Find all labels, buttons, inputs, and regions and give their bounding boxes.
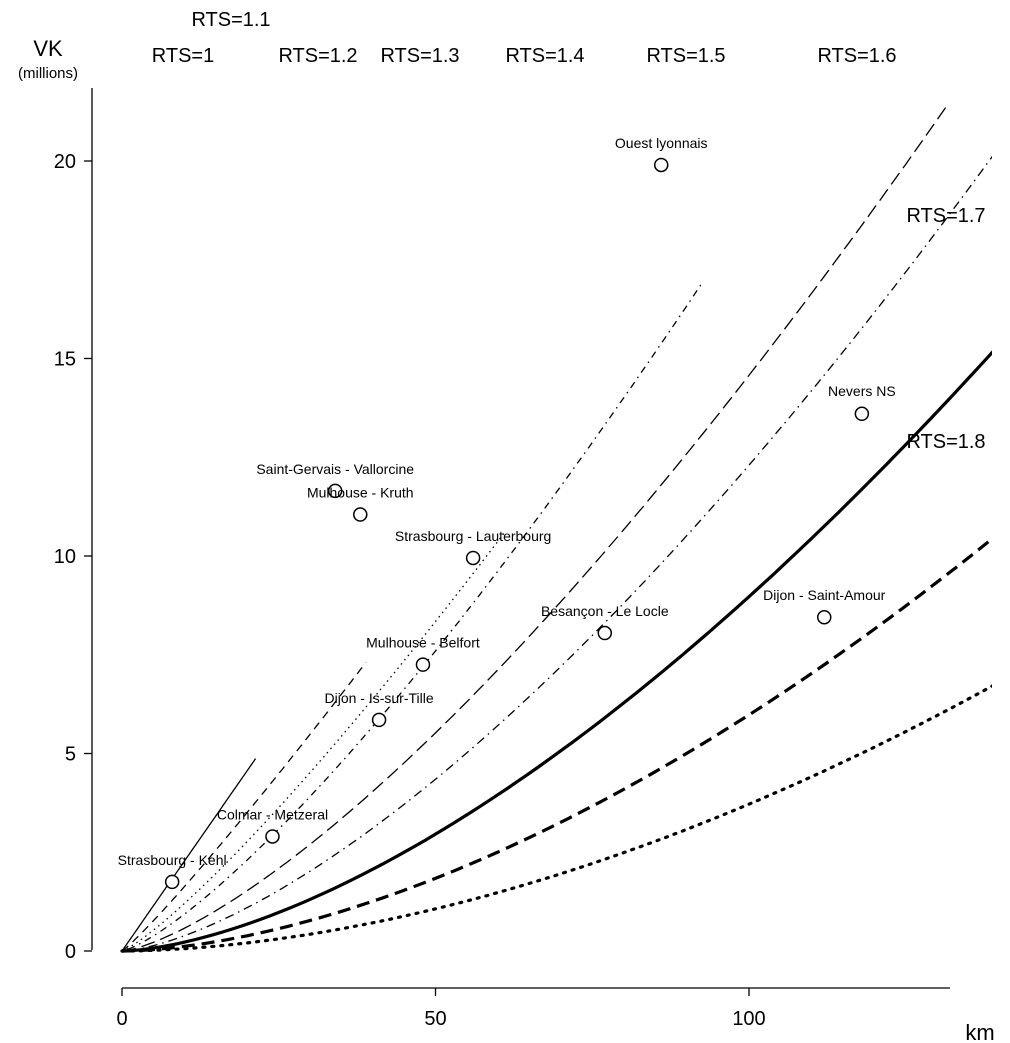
data-point-label: Strasbourg - Kehl bbox=[118, 852, 227, 868]
data-point-label: Ouest lyonnais bbox=[615, 135, 708, 151]
data-point bbox=[597, 625, 613, 641]
data-point bbox=[415, 657, 431, 672]
y-tick-label: 20 bbox=[54, 151, 76, 173]
data-point-label: Dijon - Saint-Amour bbox=[763, 587, 885, 603]
curve-rts-1 bbox=[121, 758, 257, 952]
data-point-label: Strasbourg - Lauterbourg bbox=[395, 528, 551, 544]
curve-rts-1-7 bbox=[121, 536, 992, 953]
points: Ouest lyonnaisBesançon SValence/Grenoble… bbox=[118, 135, 896, 890]
x-tick-label: 0 bbox=[116, 1008, 127, 1030]
data-point bbox=[653, 157, 669, 173]
x-ticks: 050100150200250 bbox=[116, 988, 766, 1030]
data-point bbox=[854, 406, 870, 422]
curve-label: RTS=1.5 bbox=[646, 45, 725, 67]
curve-label: RTS=1.3 bbox=[380, 45, 459, 67]
data-point-label: Colmar - Metzeral bbox=[217, 806, 328, 822]
data-point-label: Besançon - Le Locle bbox=[541, 603, 669, 619]
y-ticks: 0 5 10 15 20 bbox=[54, 151, 92, 963]
curve-label: RTS=1.7 bbox=[906, 205, 985, 227]
data-point bbox=[327, 483, 343, 499]
curve-rts-1-3 bbox=[121, 284, 702, 952]
curve-label: RTS=1.6 bbox=[817, 45, 896, 67]
data-point bbox=[265, 829, 280, 844]
data-point bbox=[353, 507, 368, 522]
data-point-label: Saint-Gervais - Vallorcine bbox=[256, 461, 414, 477]
data-point-label: Nevers NS bbox=[828, 383, 896, 399]
y-tick-label: 5 bbox=[65, 744, 76, 766]
y-tick-label: 0 bbox=[65, 941, 76, 963]
data-point-label: Mulhouse - Belfort bbox=[366, 635, 480, 651]
curve-label: RTS=1.1 bbox=[191, 9, 270, 31]
x-tick-label: 50 bbox=[424, 1008, 446, 1030]
data-point-label: Mulhouse - Kruth bbox=[307, 485, 414, 501]
data-point bbox=[816, 609, 832, 625]
y-axis-unit: (millions) bbox=[18, 65, 78, 82]
data-point bbox=[465, 550, 481, 566]
y-tick-label: 10 bbox=[54, 546, 76, 568]
data-point bbox=[164, 874, 180, 890]
curve-rts-1-6 bbox=[121, 350, 992, 953]
curve-rts-1-4 bbox=[121, 104, 949, 952]
x-axis-title: km bbox=[965, 1020, 994, 1043]
curve-label: RTS=1.2 bbox=[278, 45, 357, 67]
y-axis-title: VK bbox=[33, 36, 63, 61]
curve-rts-1-1 bbox=[121, 662, 367, 952]
data-point-label: Dijon - Is-sur-Tille bbox=[324, 690, 433, 706]
curve-label: RTS=1.8 bbox=[906, 431, 985, 453]
curve-rts-1-2 bbox=[121, 533, 505, 952]
curve-rts-1-8 bbox=[120, 684, 992, 953]
x-tick-label: 100 bbox=[732, 1008, 765, 1030]
data-point bbox=[371, 712, 387, 728]
y-tick-label: 15 bbox=[54, 349, 76, 371]
curves bbox=[120, 104, 992, 953]
curve-label: RTS=1.4 bbox=[505, 45, 584, 67]
curve-labels: RTS=1 RTS=1.1 RTS=1.2 RTS=1.3 RTS=1.4 RTS=1.5… bbox=[152, 9, 986, 453]
curve-label: RTS=1 bbox=[152, 45, 214, 67]
